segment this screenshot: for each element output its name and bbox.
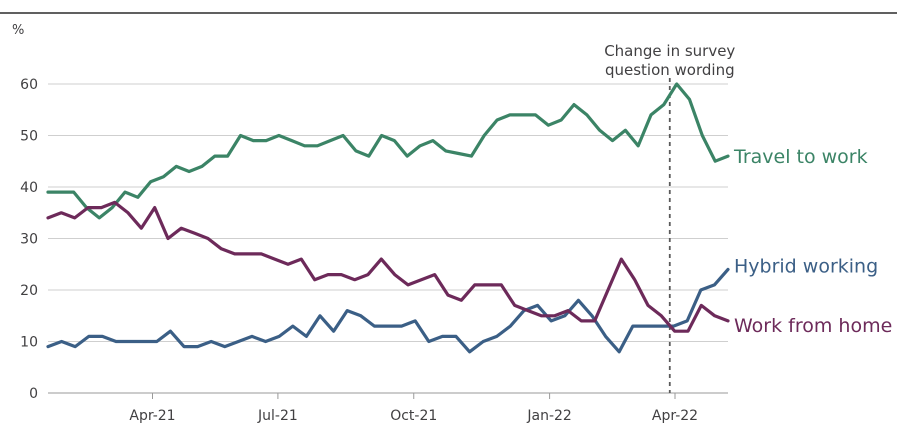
x-tick-label: Apr-21 (129, 408, 175, 423)
x-tick-label: Jan-22 (526, 408, 571, 423)
series-line-travel-to-work (46, 82, 730, 220)
y-tick-label: 20 (20, 283, 38, 299)
y-tick-label: 30 (20, 232, 38, 248)
series-lines (46, 82, 730, 354)
x-axis: Apr-21 Jul-21 Oct-21 Jan-22 Apr-22 (129, 393, 698, 423)
y-tick-label: 40 (20, 180, 38, 196)
annotation-text: question wording (605, 61, 735, 79)
x-tick-label: Oct-21 (390, 408, 437, 423)
unit-label: % (12, 23, 24, 38)
y-axis: 0 10 20 30 40 50 60 (20, 77, 38, 402)
x-tick-label: Jul-21 (257, 408, 298, 423)
series-labels: Travel to work Hybrid working Work from ho… (733, 146, 892, 337)
x-tick-label: Apr-22 (652, 408, 698, 423)
series-line-work-from-home (46, 200, 730, 333)
gridlines (48, 83, 728, 394)
y-tick-label: 0 (29, 386, 38, 402)
series-line-hybrid-working (46, 267, 730, 354)
y-tick-label: 10 (20, 335, 38, 351)
annotation-text: Change in survey (604, 42, 735, 60)
series-label-travel-to-work: Travel to work (733, 146, 868, 168)
y-tick-label: 60 (20, 77, 38, 93)
y-tick-label: 50 (20, 129, 38, 145)
series-label-work-from-home: Work from home (734, 315, 892, 337)
series-label-hybrid-working: Hybrid working (734, 255, 878, 277)
